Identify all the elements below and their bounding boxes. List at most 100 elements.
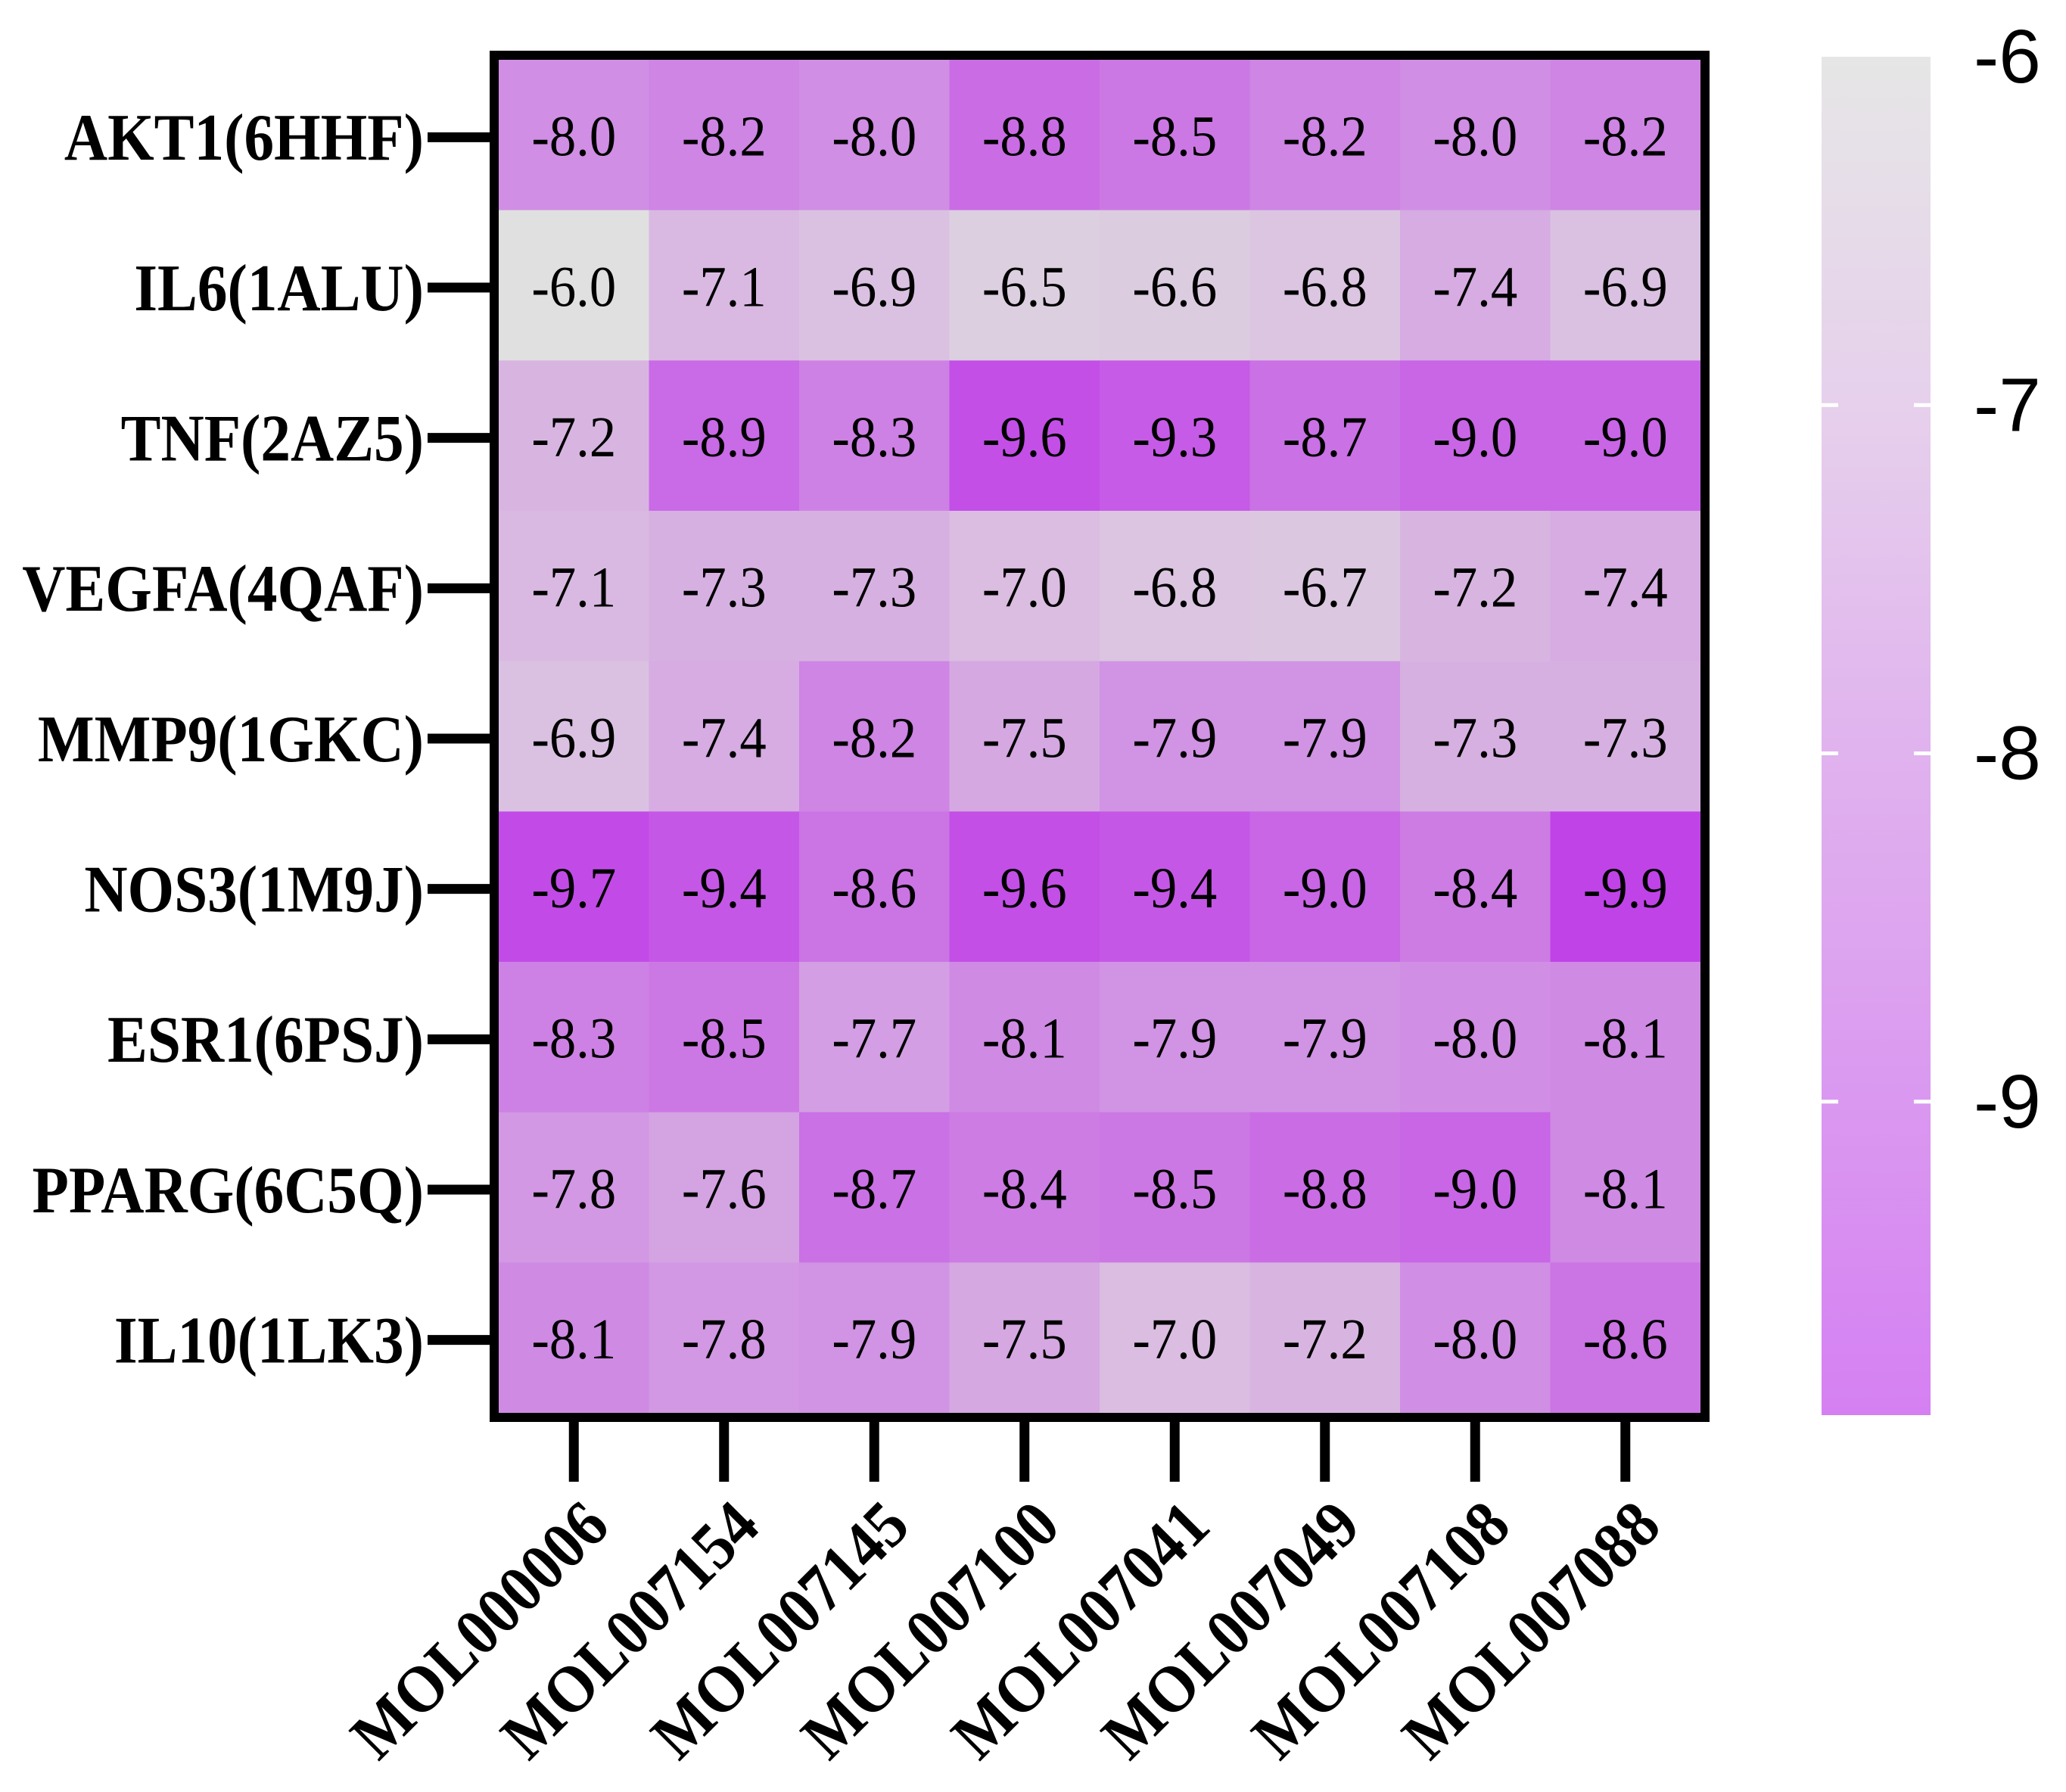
heatmap-cell	[649, 360, 800, 512]
cell-value-label: -7.1	[682, 255, 767, 319]
cell-value-label: -8.5	[1132, 1157, 1217, 1221]
heatmap-cell	[1100, 210, 1251, 361]
cell-value-label: -7.0	[982, 555, 1067, 619]
cell-value-label: -8.0	[832, 104, 916, 168]
cell-value-label: -9.0	[1433, 406, 1517, 469]
heatmap-cell	[799, 1112, 951, 1263]
cell-value-label: -8.2	[832, 706, 916, 770]
heatmap-cell	[1550, 360, 1701, 512]
heatmap-cell	[1100, 1262, 1251, 1414]
heatmap-cell	[1550, 210, 1701, 361]
heatmap-cell	[1100, 661, 1251, 812]
heatmap-cell	[649, 811, 800, 963]
cell-value-label: -7.4	[682, 706, 767, 770]
cell-value-label: -9.9	[1583, 857, 1668, 920]
cell-value-label: -8.6	[1583, 1308, 1668, 1371]
heatmap-cell	[1400, 661, 1551, 812]
y-tick-label: IL10(1LK3)	[114, 1304, 424, 1378]
y-axis: AKT1(6HHF) IL6(1ALU) TNF(2AZ5) VEGFA(4QAF) M…	[22, 101, 493, 1378]
heatmap-cell	[649, 661, 800, 812]
heatmap-cell	[949, 1112, 1100, 1263]
heatmap-cell	[1400, 60, 1551, 211]
cell-value-label: -6.9	[1583, 255, 1668, 319]
heatmap-cell	[499, 811, 650, 963]
cell-value-label: -7.9	[1132, 706, 1217, 770]
cell-value-label: -6.8	[1283, 255, 1367, 319]
cell-value-label: -7.4	[1433, 255, 1517, 319]
cell-value-label: -7.5	[982, 1308, 1067, 1371]
heatmap-cell	[1400, 360, 1551, 512]
heatmap-cell	[1100, 60, 1251, 211]
heatmap-cell	[799, 210, 951, 361]
y-tick-label: IL6(1ALU)	[134, 251, 424, 325]
y-tick-label: VEGFA(4QAF)	[22, 552, 424, 626]
heatmap-cell	[1400, 1112, 1551, 1263]
heatmap-cell	[799, 962, 951, 1113]
colorbar-tick-label: -9	[1974, 1059, 2041, 1144]
cell-value-label: -8.7	[1283, 406, 1367, 469]
cell-value-label: -7.3	[832, 555, 916, 619]
heatmap-cell	[649, 511, 800, 662]
heatmap-cell	[949, 1262, 1100, 1414]
cell-value-label: -8.6	[832, 857, 916, 920]
cell-value-label: -7.0	[1132, 1308, 1217, 1371]
cell-value-labels: -8.0 -8.2 -8.0 -8.8 -8.5 -8.2 -8.0 -8.2 -6.0 -7.1…	[531, 104, 1667, 1370]
cell-value-label: -7.7	[832, 1006, 916, 1070]
heatmap-cell	[949, 962, 1100, 1113]
cell-value-label: -7.3	[1433, 706, 1517, 770]
cell-value-label: -7.9	[1283, 706, 1367, 770]
heatmap-cell	[949, 60, 1100, 211]
heatmap-cell	[499, 360, 650, 512]
heatmap-cell	[1249, 511, 1401, 662]
heatmap-cell	[1100, 962, 1251, 1113]
cell-value-label: -6.5	[982, 255, 1067, 319]
heatmap-cell	[799, 60, 951, 211]
heatmap-cell	[949, 511, 1100, 662]
heatmap-cell	[499, 60, 650, 211]
heatmap-cell	[499, 1262, 650, 1414]
x-axis: MOL000006MOL007154MOL007145MOL007100MOL0…	[338, 1419, 1674, 1773]
cell-value-label: -8.3	[531, 1006, 616, 1070]
cell-value-label: -6.8	[1132, 555, 1217, 619]
heatmap-cell	[1249, 210, 1401, 361]
cell-value-label: -8.5	[1132, 104, 1217, 168]
heatmap-cell	[1550, 661, 1701, 812]
heatmap-cell	[499, 210, 650, 361]
heatmap-cell	[949, 661, 1100, 812]
cell-value-label: -8.1	[531, 1308, 616, 1371]
heatmap-cell	[1249, 811, 1401, 963]
heatmap-cell	[949, 360, 1100, 512]
cell-value-label: -8.0	[1433, 1308, 1517, 1371]
cell-value-label: -8.3	[832, 406, 916, 469]
heatmap-cell	[499, 511, 650, 662]
heatmap-cell	[799, 661, 951, 812]
heatmap-cell	[1249, 360, 1401, 512]
heatmap-cell	[1100, 360, 1251, 512]
heatmap-cell	[799, 1262, 951, 1414]
heatmap-cell	[649, 962, 800, 1113]
heatmap-cell	[1249, 962, 1401, 1113]
cell-value-label: -9.6	[982, 406, 1067, 469]
heatmap-cell	[1550, 1112, 1701, 1263]
heatmap-cell	[799, 360, 951, 512]
heatmap-cell	[1400, 962, 1551, 1113]
cell-value-label: -6.9	[531, 706, 616, 770]
cell-value-label: -8.2	[1283, 104, 1367, 168]
colorbar-tick-label: -6	[1974, 14, 2041, 99]
cell-value-label: -8.2	[1583, 104, 1668, 168]
cell-value-label: -6.9	[832, 255, 916, 319]
cell-value-label: -9.0	[1283, 857, 1367, 920]
y-tick-label: MMP9(1GKC)	[38, 702, 424, 776]
cell-value-label: -7.6	[682, 1157, 767, 1221]
heatmap-cell	[1550, 511, 1701, 662]
cell-value-label: -7.9	[1283, 1006, 1367, 1070]
heatmap-cell	[1550, 60, 1701, 211]
cell-value-label: -7.1	[531, 555, 616, 619]
heatmap-cell	[649, 1262, 800, 1414]
heatmap-cell	[1550, 811, 1701, 963]
heatmap-cell	[1400, 210, 1551, 361]
cell-value-label: -7.8	[531, 1157, 616, 1221]
heatmap-cell	[1249, 661, 1401, 812]
colorbar-gradient	[1822, 57, 1931, 1415]
